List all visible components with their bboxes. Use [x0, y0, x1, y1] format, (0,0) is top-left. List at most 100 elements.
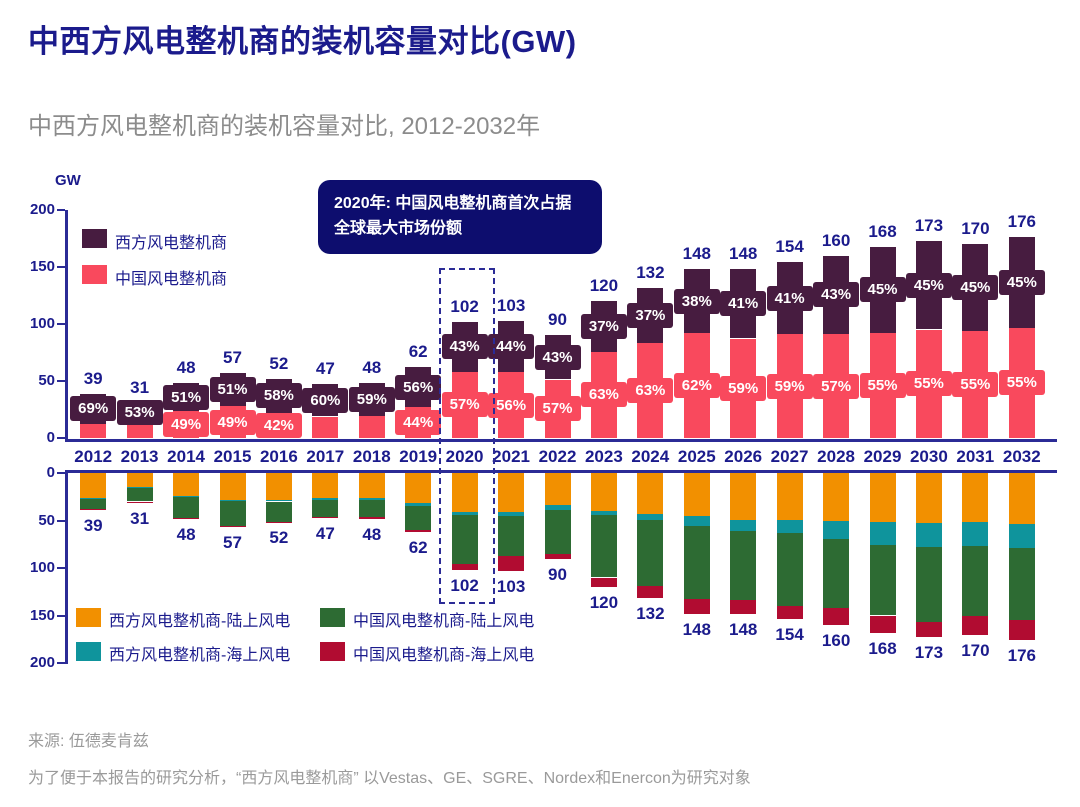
legend-label-west-total: 西方风电整机商: [115, 235, 228, 252]
bottom-bar-2022-china-offshore: [544, 553, 571, 559]
year-label-2030: 2030: [909, 447, 948, 466]
bottom-bar-2029-china-offshore: [869, 615, 896, 633]
bottom-axis-tick-label-200: 200: [29, 654, 55, 671]
bottom-bar-2025-china-onshore: [683, 526, 710, 600]
top-total-label-2020: 102: [450, 296, 479, 316]
bottom-bar-2017-china-onshore: [312, 499, 339, 517]
top-china-pct-label-2023: 63%: [580, 382, 627, 408]
bottom-bar-2021-china-onshore: [498, 515, 525, 556]
top-west-pct-label-2014: 51%: [163, 384, 210, 410]
year-label-2014: 2014: [167, 447, 205, 466]
bottom-total-label-2030: 173: [914, 643, 944, 663]
bottom-axis-tick-mark-100: [57, 567, 65, 569]
top-west-pct-label-2017: 60%: [302, 388, 349, 413]
bottom-bar-2030-west-offshore: [915, 523, 942, 548]
bottom-bar-2026-china-offshore: [730, 600, 757, 614]
top-west-pct-label-2025: 38%: [673, 288, 720, 314]
top-total-label-2023: 120: [589, 276, 619, 296]
top-total-label-2029: 168: [868, 221, 897, 241]
bottom-bar-2024-china-onshore: [637, 519, 664, 587]
year-label-2032: 2032: [1002, 447, 1041, 466]
bottom-bar-2018-west-offshore: [358, 497, 385, 500]
legend-label-china-offshore: 中国风电整机商-海上风电: [353, 647, 535, 664]
top-west-pct-label-2023: 37%: [580, 314, 627, 339]
year-label-2026: 2026: [724, 447, 763, 466]
top-west-pct-label-2013: 53%: [116, 399, 163, 425]
legend-label-china-onshore: 中国风电整机商-陆上风电: [353, 613, 535, 630]
year-label-2018: 2018: [352, 447, 391, 466]
y-axis-unit-label: GW: [55, 172, 81, 189]
footnote-text: 为了便于本报告的研究分析，“西方风电整机商” 以Vestas、GE、SGRE、N…: [28, 770, 751, 787]
bottom-bar-2020-china-onshore: [451, 514, 478, 565]
bottom-axis-tick-mark-50: [57, 519, 65, 522]
bottom-bar-2030-china-offshore: [915, 622, 942, 638]
top-axis-tick-mark-200: [57, 209, 65, 211]
legend-swatch-west-offshore: [76, 642, 101, 661]
top-west-pct-label-2031: 45%: [952, 275, 999, 301]
year-label-2020: 2020: [445, 447, 484, 466]
bottom-bar-2021-west-onshore: [498, 473, 525, 512]
bottom-bar-2013-west-offshore: [126, 487, 153, 489]
top-west-pct-label-2021: 44%: [488, 333, 535, 359]
bottom-bar-2018-china-onshore: [358, 499, 385, 517]
year-label-2025: 2025: [677, 447, 716, 466]
top-total-label-2015: 57: [223, 348, 242, 367]
bottom-bar-2031-china-onshore: [962, 546, 989, 616]
legend-swatch-china-onshore: [320, 608, 345, 627]
top-china-pct-label-2016: 42%: [255, 413, 302, 439]
top-total-label-2024: 132: [636, 262, 665, 282]
bottom-bar-2014-west-onshore: [173, 473, 200, 496]
top-china-pct-label-2027: 59%: [766, 373, 813, 399]
bottom-bar-2022-china-onshore: [544, 510, 571, 554]
legend-label-west-offshore: 西方风电整机商-海上风电: [109, 647, 291, 664]
bottom-bar-2023-china-offshore: [590, 577, 617, 587]
top-west-pct-label-2012: 69%: [70, 396, 117, 422]
top-china-pct-label-2024: 63%: [627, 378, 674, 404]
bottom-total-label-2032: 176: [1007, 646, 1036, 666]
top-west-pct-label-2018: 59%: [348, 386, 395, 412]
bottom-bar-2016-west-onshore: [265, 473, 292, 500]
bottom-total-label-2026: 148: [729, 619, 758, 639]
bottom-total-label-2023: 120: [589, 593, 619, 612]
top-china-pct-label-2025: 62%: [673, 373, 720, 399]
bottom-bar-2026-china-onshore: [730, 531, 757, 601]
bottom-bar-2027-china-onshore: [776, 532, 803, 606]
bottom-bar-2016-west-offshore: [265, 499, 292, 502]
bottom-axis-tick-label-50: 50: [38, 511, 55, 529]
top-china-pct-label-2029: 55%: [859, 372, 906, 398]
bottom-bar-2020-china-offshore: [451, 564, 478, 570]
top-total-label-2032: 176: [1007, 212, 1036, 232]
bottom-axis-tick-label-150: 150: [29, 606, 55, 624]
top-china-pct-label-2015: 49%: [209, 409, 256, 435]
bottom-axis-tick-mark-0: [57, 472, 65, 474]
top-west-pct-label-2019: 56%: [395, 374, 442, 400]
bottom-bar-2027-west-onshore: [776, 473, 803, 520]
bottom-total-label-2024: 132: [636, 604, 665, 624]
bottom-total-label-2021: 103: [496, 576, 526, 596]
bottom-bar-2012-china-offshore: [80, 509, 107, 511]
year-label-2019: 2019: [399, 447, 438, 466]
top-china-pct-label-2014: 49%: [163, 412, 210, 438]
year-label-2023: 2023: [584, 447, 623, 466]
legend-swatch-china-offshore: [320, 642, 345, 661]
bottom-bar-2028-west-offshore: [823, 520, 850, 539]
legend-swatch-china-total: [82, 265, 107, 284]
bottom-bar-2013-west-onshore: [126, 473, 153, 488]
bottom-bar-2023-china-onshore: [590, 514, 617, 578]
bottom-bar-2028-china-onshore: [823, 538, 850, 608]
bottom-bar-2013-china-offshore: [126, 501, 153, 503]
bottom-bar-2019-china-onshore: [405, 506, 432, 531]
bottom-bar-2022-west-offshore: [544, 505, 571, 511]
top-west-pct-label-2024: 37%: [627, 302, 674, 328]
bottom-bar-2016-china-onshore: [265, 501, 292, 522]
year-label-2015: 2015: [213, 447, 252, 466]
bottom-bar-2017-west-onshore: [312, 473, 339, 498]
bottom-bar-2015-west-offshore: [219, 499, 246, 501]
annotation-line2: 全球最大市场份额: [334, 219, 463, 237]
bottom-bar-2022-west-onshore: [544, 473, 571, 506]
bottom-bar-2012-west-onshore: [80, 473, 107, 498]
top-axis-tick-label-150: 150: [29, 258, 55, 275]
top-total-label-2014: 48: [176, 358, 196, 378]
top-china-pct-label-2020: 57%: [441, 392, 488, 418]
year-label-2017: 2017: [306, 447, 345, 466]
